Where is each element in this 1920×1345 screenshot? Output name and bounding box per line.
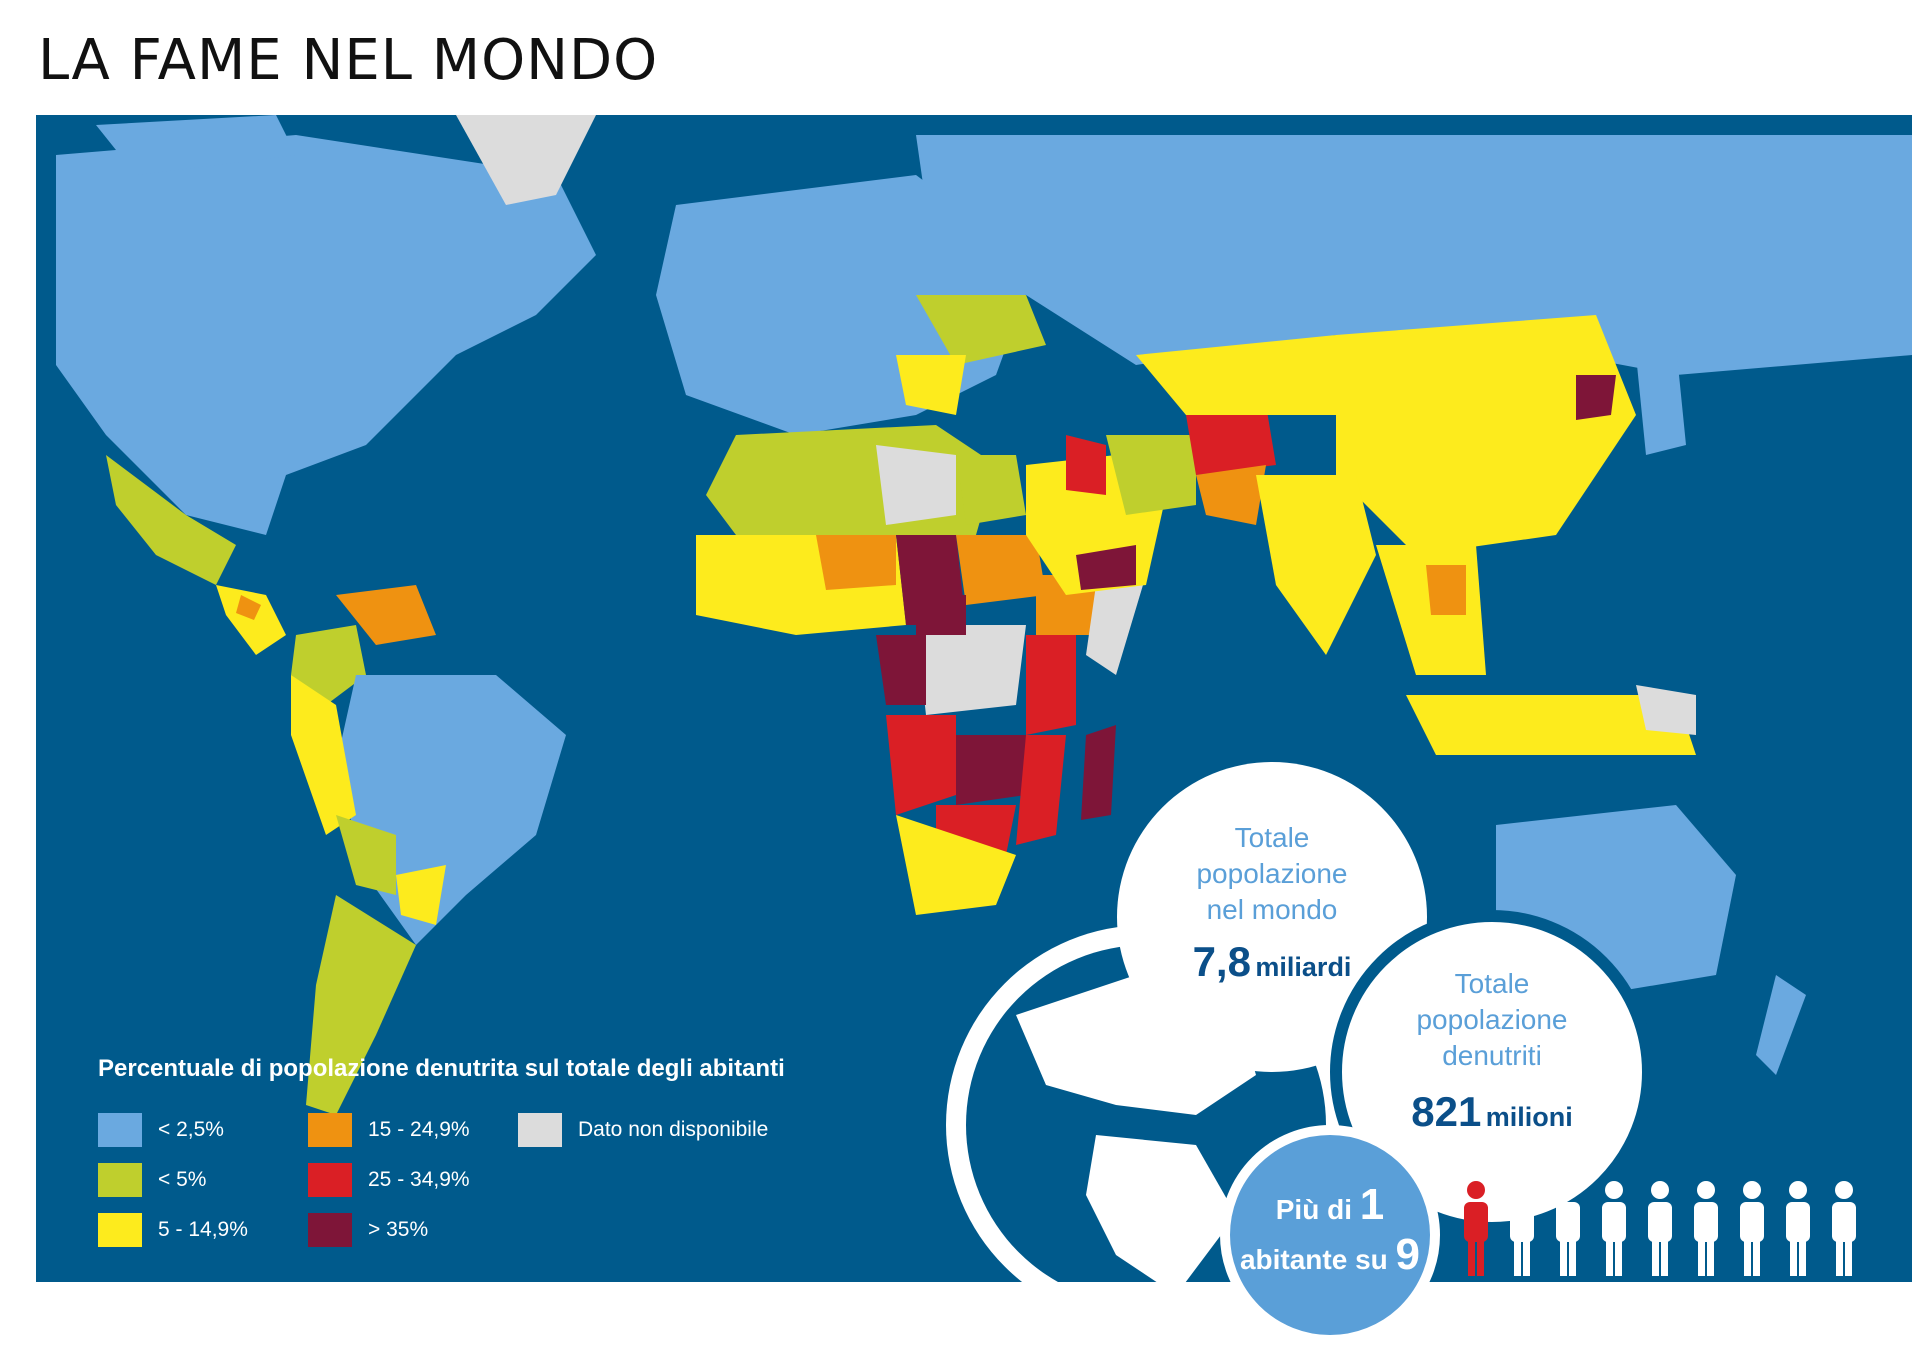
- people-icons: [1460, 1180, 1860, 1280]
- legend-label: 25 - 34,9%: [368, 1168, 470, 1191]
- legend-label: Dato non disponibile: [578, 1118, 769, 1141]
- region-north-korea: [1576, 375, 1616, 420]
- ratio-line1: Più di: [1275, 1194, 1352, 1225]
- region-iraq: [1066, 435, 1106, 495]
- region-balkans: [896, 355, 966, 415]
- legend-grid: < 2,5% 15 - 24,9% Dato non disponibile < 5%…: [98, 1105, 785, 1255]
- legend-swatch: [98, 1163, 142, 1197]
- region-argentina: [306, 895, 416, 1115]
- person-icon: [1832, 1181, 1856, 1276]
- legend-swatch: [308, 1163, 352, 1197]
- legend-title: Percentuale di popolazione denutrita sul…: [98, 1055, 785, 1082]
- world-pop-label-2: popolazione: [1196, 858, 1348, 889]
- legend-item: 15 - 24,9%: [308, 1105, 518, 1155]
- legend-swatch: [98, 1213, 142, 1247]
- region-laos: [1426, 565, 1466, 615]
- person-icon: [1602, 1181, 1626, 1276]
- region-iran: [1106, 435, 1196, 515]
- region-mexico: [106, 455, 236, 585]
- legend-item: [518, 1155, 778, 1205]
- undernourished-unit: milioni: [1485, 1102, 1573, 1132]
- region-afghanistan: [1186, 405, 1276, 475]
- region-congo: [876, 635, 926, 705]
- ratio-line2: abitante su: [1239, 1244, 1388, 1275]
- legend-item: < 5%: [98, 1155, 308, 1205]
- ratio-num1: 1: [1359, 1180, 1385, 1229]
- region-central-america: [216, 585, 286, 655]
- region-sudan: [956, 535, 1046, 605]
- region-venezuela: [336, 585, 436, 645]
- region-ukraine: [916, 295, 1046, 365]
- person-icon: [1648, 1181, 1672, 1276]
- region-india: [1256, 475, 1376, 655]
- legend-label: > 35%: [368, 1218, 429, 1241]
- person-icon: [1786, 1181, 1810, 1276]
- legend-label: < 5%: [158, 1168, 207, 1191]
- region-bolivia: [336, 815, 396, 895]
- region-libya: [876, 445, 956, 525]
- world-pop-unit: miliardi: [1255, 952, 1352, 982]
- region-brazil: [336, 675, 566, 945]
- legend-item: 5 - 14,9%: [98, 1205, 308, 1255]
- region-zambia: [956, 735, 1026, 805]
- world-population-bubble: Totale popolazione nel mondo 7,8 miliard…: [1117, 762, 1427, 1072]
- region-mozambique: [1016, 735, 1066, 845]
- region-china: [1336, 315, 1636, 555]
- person-icon: [1740, 1181, 1764, 1276]
- legend-label: 5 - 14,9%: [158, 1218, 248, 1241]
- region-sahel-orange: [816, 535, 896, 590]
- region-canada-arctic: [96, 115, 296, 175]
- legend-swatch: [308, 1213, 352, 1247]
- map-canvas: [56, 115, 1912, 1115]
- undernourished-label-1: Totale: [1454, 968, 1530, 999]
- legend-item: < 2,5%: [98, 1105, 308, 1155]
- region-central-asia: [1136, 335, 1356, 415]
- legend: Percentuale di popolazione denutrita sul…: [98, 1055, 785, 1255]
- region-japan: [1636, 345, 1686, 455]
- region-somalia: [1086, 575, 1146, 675]
- region-north-america: [56, 135, 596, 535]
- ratio-num2: 9: [1395, 1230, 1421, 1279]
- legend-item: > 35%: [308, 1205, 518, 1255]
- region-paraguay: [396, 865, 446, 925]
- person-icon: [1694, 1181, 1718, 1276]
- region-new-zealand: [1756, 975, 1806, 1075]
- legend-label: < 2,5%: [158, 1118, 224, 1141]
- undernourished-label-2: popolazione: [1416, 1004, 1568, 1035]
- undernourished-value: 821: [1411, 1088, 1482, 1135]
- legend-swatch: [518, 1113, 562, 1147]
- region-yemen: [1076, 545, 1136, 590]
- ratio-bubble: Più di 1 abitante su 9: [1220, 1125, 1440, 1345]
- undernourished-label-3: denutriti: [1442, 1040, 1542, 1071]
- page-title: LA FAME NEL MONDO: [38, 28, 659, 93]
- legend-swatch: [98, 1113, 142, 1147]
- region-peru: [291, 675, 356, 835]
- legend-item: Dato non disponibile: [518, 1105, 778, 1155]
- region-central-africa-na: [916, 625, 1026, 715]
- region-angola: [886, 715, 956, 815]
- person-icon: [1556, 1181, 1580, 1276]
- region-greenland: [456, 115, 596, 205]
- person-icon: [1510, 1181, 1534, 1276]
- region-russia: [916, 135, 1912, 375]
- legend-item: 25 - 34,9%: [308, 1155, 518, 1205]
- world-pop-label-3: nel mondo: [1206, 894, 1338, 925]
- region-central-america-orange: [236, 595, 261, 620]
- person-icon-highlighted: [1464, 1181, 1488, 1276]
- region-car: [916, 595, 966, 635]
- legend-label: 15 - 24,9%: [368, 1118, 470, 1141]
- world-pop-value: 7,8: [1192, 938, 1251, 985]
- legend-swatch: [308, 1113, 352, 1147]
- region-pakistan: [1196, 465, 1266, 525]
- region-papua: [1636, 685, 1696, 735]
- region-southern-africa: [896, 815, 1016, 915]
- region-egypt: [956, 455, 1026, 525]
- region-colombia: [291, 625, 366, 705]
- region-madagascar: [1081, 725, 1116, 820]
- world-pop-label-1: Totale: [1234, 822, 1310, 853]
- region-east-africa: [1026, 635, 1076, 735]
- region-indonesia: [1406, 695, 1696, 755]
